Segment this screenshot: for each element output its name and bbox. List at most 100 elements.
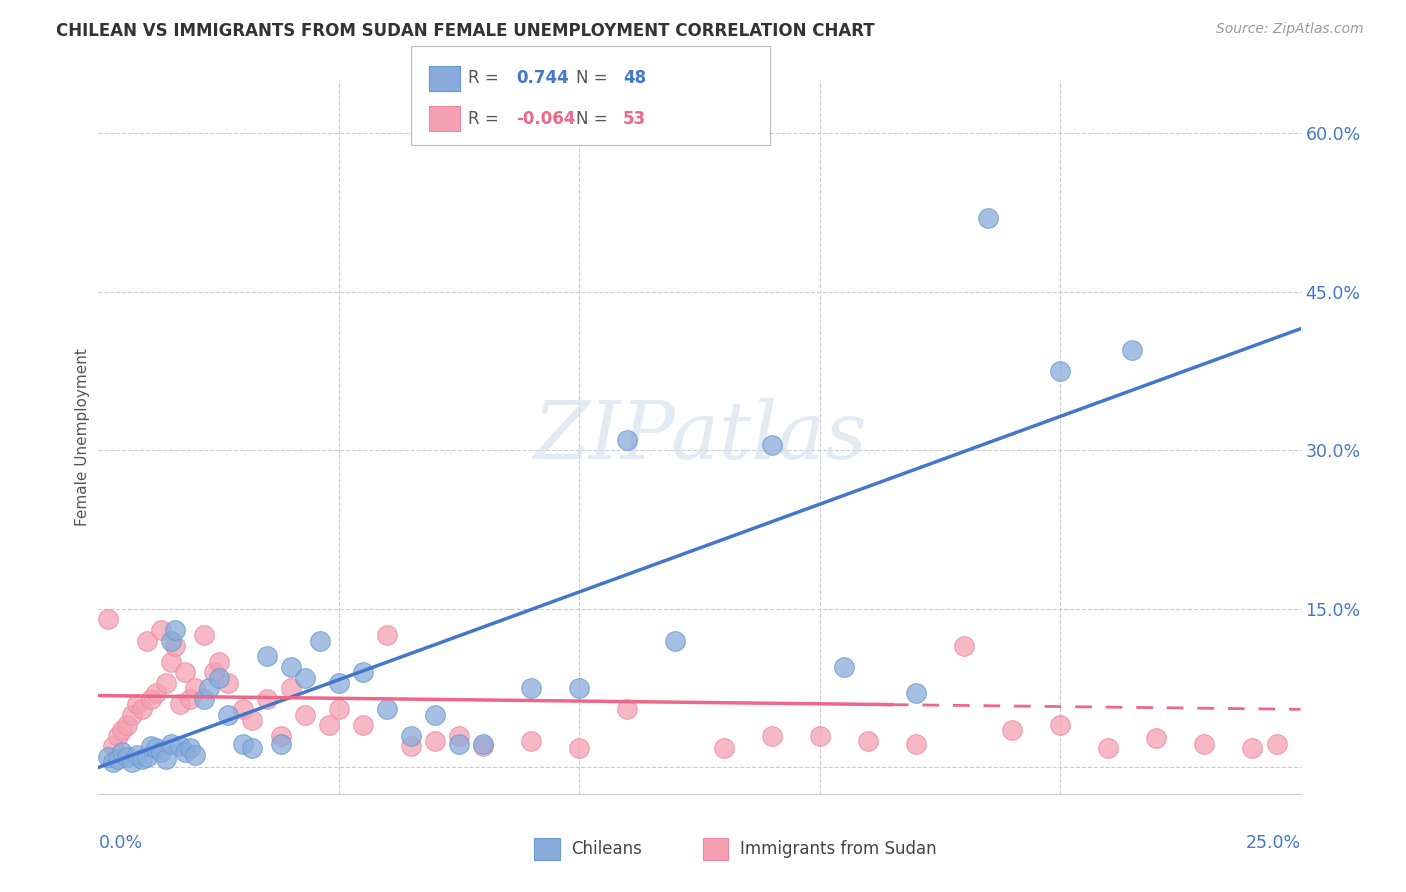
Point: [472, 737, 495, 751]
Point: [399, 729, 422, 743]
Point: [280, 660, 302, 674]
Point: [117, 718, 139, 732]
Point: [202, 665, 225, 680]
Point: [141, 739, 163, 754]
Point: [179, 741, 201, 756]
Point: [111, 723, 134, 738]
Point: [616, 702, 638, 716]
Point: [423, 734, 446, 748]
Point: [117, 750, 139, 764]
Y-axis label: Female Unemployment: Female Unemployment: [75, 348, 90, 526]
Point: [1121, 343, 1143, 357]
Point: [198, 681, 221, 695]
Point: [125, 747, 148, 762]
Point: [141, 691, 163, 706]
Point: [107, 752, 129, 766]
Point: [149, 623, 172, 637]
Point: [1001, 723, 1024, 738]
Point: [294, 671, 316, 685]
Point: [145, 686, 167, 700]
Text: N =: N =: [576, 70, 613, 87]
Point: [125, 697, 148, 711]
Point: [1049, 364, 1071, 378]
Point: [217, 707, 239, 722]
Point: [447, 737, 470, 751]
Point: [101, 739, 124, 754]
Point: [159, 633, 181, 648]
Point: [179, 691, 201, 706]
Point: [904, 686, 927, 700]
Point: [135, 633, 157, 648]
Point: [232, 737, 254, 751]
Text: 0.744: 0.744: [516, 70, 569, 87]
Text: ZIPatlas: ZIPatlas: [533, 399, 866, 475]
Point: [217, 676, 239, 690]
Point: [155, 676, 177, 690]
Point: [664, 633, 686, 648]
Point: [1241, 741, 1264, 756]
Point: [111, 745, 134, 759]
Point: [165, 623, 187, 637]
Point: [107, 729, 129, 743]
Point: [568, 741, 591, 756]
Point: [375, 702, 398, 716]
Point: [256, 691, 278, 706]
Text: Immigrants from Sudan: Immigrants from Sudan: [740, 840, 936, 858]
Point: [375, 628, 398, 642]
Text: Source: ZipAtlas.com: Source: ZipAtlas.com: [1216, 22, 1364, 37]
Point: [953, 639, 976, 653]
Point: [240, 741, 263, 756]
Point: [520, 681, 543, 695]
Point: [165, 639, 187, 653]
Point: [808, 729, 831, 743]
Point: [159, 737, 181, 751]
Text: R =: R =: [468, 110, 505, 128]
Point: [1144, 731, 1167, 745]
Point: [240, 713, 263, 727]
Point: [193, 628, 215, 642]
Point: [270, 737, 292, 751]
Point: [308, 633, 330, 648]
Point: [97, 612, 120, 626]
Point: [318, 718, 340, 732]
Point: [145, 741, 167, 756]
Point: [977, 211, 1000, 225]
Point: [174, 665, 197, 680]
Point: [1194, 737, 1216, 751]
Point: [169, 697, 191, 711]
Text: N =: N =: [576, 110, 613, 128]
Point: [131, 752, 153, 766]
Point: [832, 660, 855, 674]
Point: [280, 681, 302, 695]
Point: [1049, 718, 1071, 732]
Point: [328, 702, 350, 716]
Point: [472, 739, 495, 754]
Point: [1265, 737, 1288, 751]
Text: 53: 53: [623, 110, 645, 128]
Point: [208, 671, 231, 685]
Point: [121, 707, 143, 722]
Point: [568, 681, 591, 695]
Point: [193, 691, 215, 706]
Point: [121, 755, 143, 769]
Point: [256, 649, 278, 664]
Point: [328, 676, 350, 690]
Point: [713, 741, 735, 756]
Text: 48: 48: [623, 70, 645, 87]
Point: [135, 750, 157, 764]
Text: R =: R =: [468, 70, 509, 87]
Point: [183, 681, 205, 695]
Point: [399, 739, 422, 754]
Point: [183, 747, 205, 762]
Point: [352, 665, 374, 680]
Point: [232, 702, 254, 716]
Point: [616, 433, 638, 447]
Point: [423, 707, 446, 722]
Point: [294, 707, 316, 722]
Point: [856, 734, 879, 748]
Point: [520, 734, 543, 748]
Point: [174, 745, 197, 759]
Point: [904, 737, 927, 751]
Text: Chileans: Chileans: [571, 840, 641, 858]
Text: 0.0%: 0.0%: [98, 834, 142, 852]
